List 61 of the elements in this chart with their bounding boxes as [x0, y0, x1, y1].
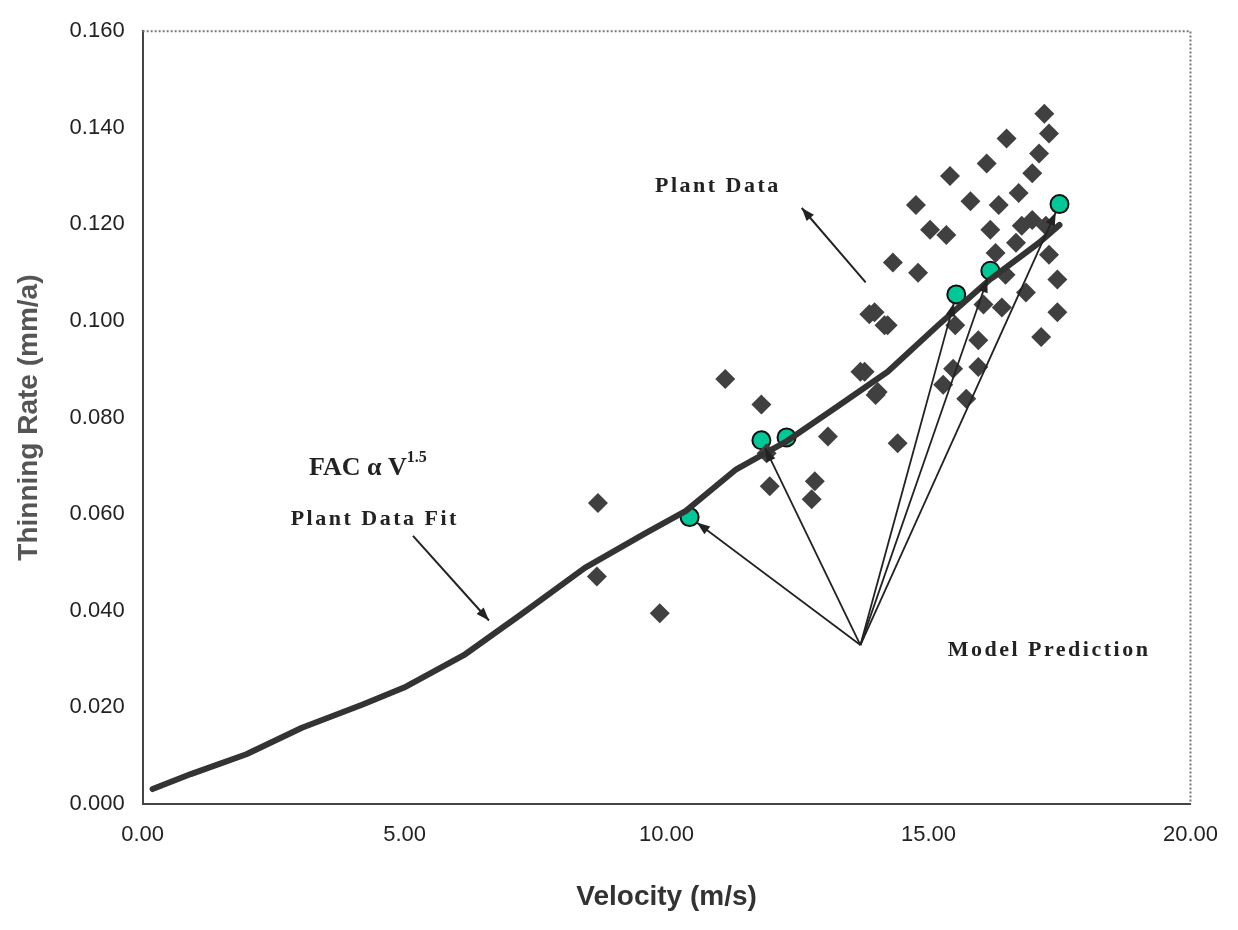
- point: [976, 153, 997, 174]
- point: [1015, 282, 1036, 303]
- point: [985, 242, 1006, 263]
- annotation: Plant Data Fit: [290, 504, 459, 530]
- point: [996, 128, 1017, 149]
- point: [1034, 103, 1055, 124]
- point: [908, 262, 929, 283]
- point: [905, 195, 926, 216]
- point: [945, 315, 966, 336]
- point: [968, 356, 989, 377]
- y-tick-label: 0.000: [69, 790, 125, 816]
- point: [1022, 210, 1043, 231]
- point: [586, 566, 607, 587]
- point: [940, 166, 960, 187]
- point: [751, 394, 772, 415]
- point: [804, 471, 825, 492]
- annotation: Plant Data: [654, 171, 781, 197]
- point: [1022, 163, 1043, 184]
- y-tick-label: 0.140: [69, 113, 125, 139]
- point: [801, 489, 822, 510]
- x-tick-label: 0.00: [121, 821, 165, 847]
- x-tick-label: 10.00: [639, 821, 695, 847]
- y-tick-label: 0.020: [69, 693, 125, 719]
- point: [991, 297, 1012, 318]
- point: [1031, 326, 1052, 347]
- point: [956, 388, 977, 409]
- x-axis-title: Velocity (m/s): [576, 879, 757, 911]
- y-tick-label: 0.060: [69, 500, 125, 526]
- point: [960, 191, 981, 212]
- point: [988, 195, 1009, 216]
- point: [1047, 269, 1068, 290]
- point: [980, 219, 1001, 240]
- y-tick-label: 0.160: [69, 17, 125, 43]
- point: [936, 225, 957, 246]
- point: [1008, 183, 1029, 204]
- y-tick-label: 0.120: [69, 210, 125, 236]
- point: [887, 433, 908, 454]
- point: [933, 374, 954, 395]
- point: [649, 603, 670, 624]
- point: [759, 476, 780, 497]
- point: [968, 330, 989, 351]
- annotation: Model Prediction: [947, 635, 1151, 661]
- point: [1039, 123, 1060, 144]
- point: [817, 426, 838, 447]
- point: [1049, 194, 1070, 215]
- x-tick-label: 5.00: [383, 821, 427, 847]
- point: [882, 252, 903, 273]
- point: [1006, 232, 1027, 253]
- point: [920, 219, 941, 240]
- y-tick-label: 0.100: [69, 307, 125, 333]
- point: [715, 368, 736, 389]
- point: [1029, 143, 1050, 164]
- y-axis-title: Thinning Rate (mm/a): [11, 274, 43, 561]
- x-tick-label: 20.00: [1162, 821, 1218, 847]
- point: [587, 493, 608, 514]
- y-tick-label: 0.040: [69, 596, 125, 622]
- x-tick-label: 15.00: [900, 821, 957, 847]
- y-tick-label: 0.080: [69, 403, 125, 429]
- point: [1047, 302, 1068, 323]
- point: [946, 284, 967, 305]
- point: [1039, 244, 1060, 265]
